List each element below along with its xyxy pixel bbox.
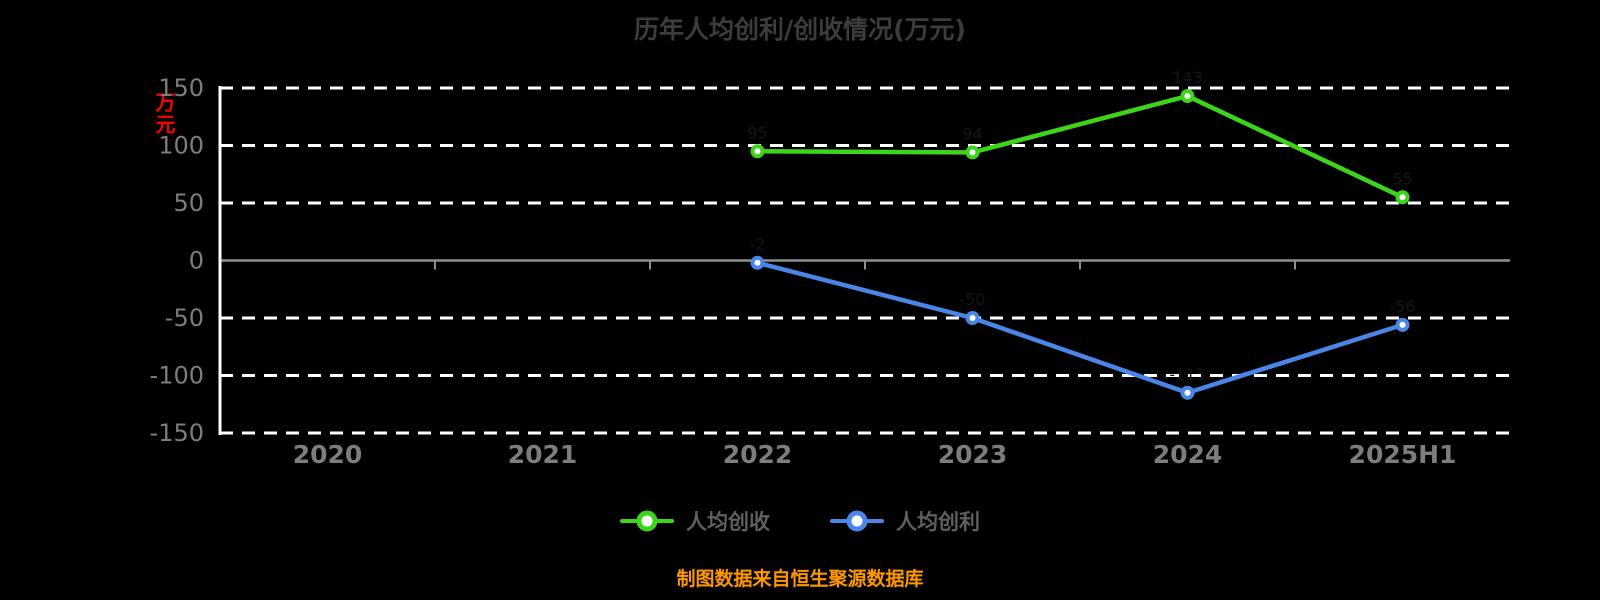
legend-marker-revenue-icon [620,509,674,533]
svg-text:94: 94 [962,124,982,143]
svg-text:2021: 2021 [508,440,578,469]
legend-label-revenue: 人均创收 [686,510,770,534]
svg-text:50: 50 [173,189,204,217]
svg-text:-50: -50 [959,290,985,309]
svg-text:2024: 2024 [1153,440,1223,469]
svg-text:-2: -2 [750,235,766,254]
svg-text:143: 143 [1172,68,1203,87]
legend-label-profit: 人均创利 [896,510,980,534]
svg-text:-50: -50 [165,304,204,332]
chart-title: 历年人均创利/创收情况(万元) [634,15,966,44]
data-source-note: 制图数据来自恒生聚源数据库 [676,568,924,590]
svg-text:-56: -56 [1389,297,1415,316]
svg-text:55: 55 [1392,169,1412,188]
svg-text:-115: -115 [1169,365,1205,384]
legend: 人均创收 人均创利 [0,506,1600,536]
svg-text:100: 100 [158,132,204,160]
svg-text:-150: -150 [150,419,204,447]
svg-text:2025H1: 2025H1 [1349,440,1457,469]
svg-text:2023: 2023 [938,440,1008,469]
legend-item-profit[interactable]: 人均创利 [830,506,980,536]
y-axis-unit-label: 万元 [152,92,176,136]
svg-text:150: 150 [158,74,204,102]
legend-item-revenue[interactable]: 人均创收 [620,506,770,536]
svg-text:0: 0 [189,247,204,275]
svg-text:95: 95 [747,123,767,142]
svg-text:2022: 2022 [723,440,793,469]
svg-text:2020: 2020 [293,440,363,469]
legend-marker-profit-icon [830,509,884,533]
svg-text:-100: -100 [150,362,204,390]
